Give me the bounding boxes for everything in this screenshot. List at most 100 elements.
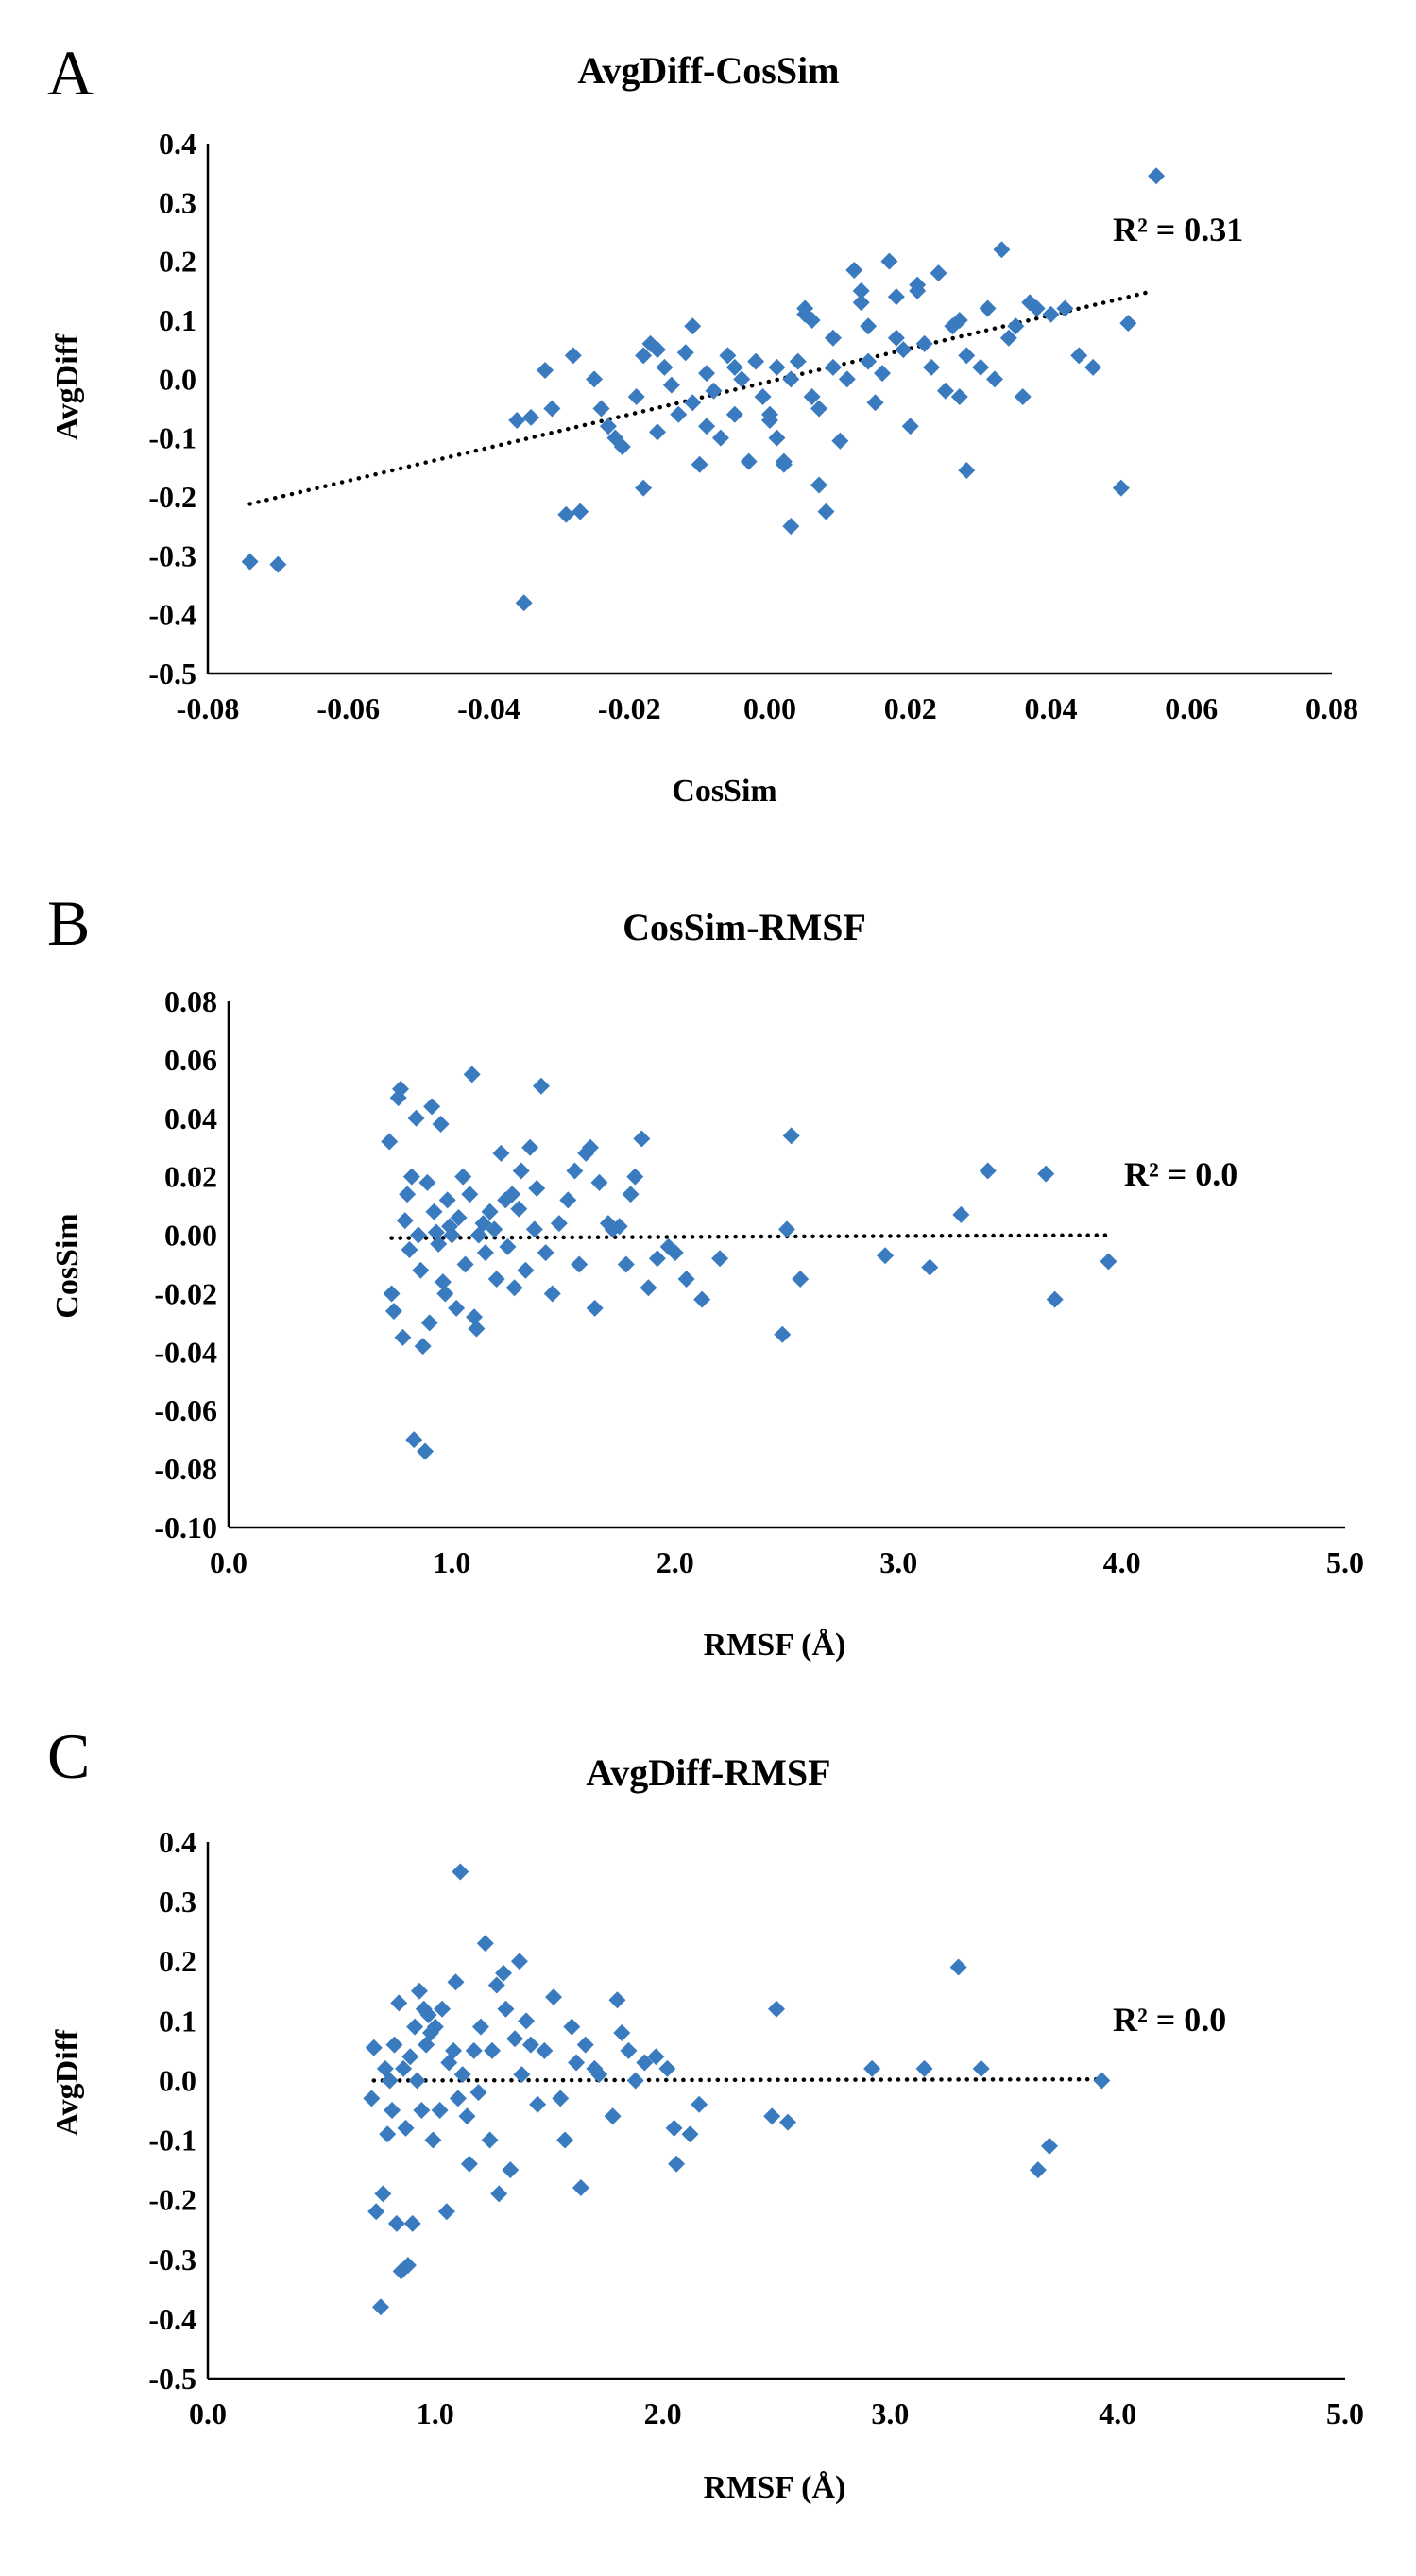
- data-points-c: [363, 1863, 1111, 2316]
- trendline-a: [247, 289, 1152, 506]
- data-point: [521, 1138, 539, 1156]
- data-point: [936, 382, 954, 400]
- data-point: [484, 2041, 501, 2059]
- data-point: [487, 1270, 505, 1288]
- data-point: [486, 1220, 503, 1238]
- data-point: [381, 1133, 399, 1151]
- y-tick-label: -0.06: [154, 1393, 217, 1427]
- data-point: [543, 400, 561, 418]
- data-point: [662, 376, 680, 394]
- y-tick-label: -0.04: [154, 1335, 217, 1369]
- data-point: [640, 1279, 657, 1297]
- data-point: [993, 241, 1011, 259]
- x-tick-label: 4.0: [1103, 1545, 1141, 1579]
- data-point: [454, 1168, 472, 1186]
- data-point: [590, 1173, 608, 1191]
- x-axis-label-b: RMSF (Å): [704, 1628, 846, 1663]
- data-point: [677, 1270, 695, 1288]
- panel-label-c: C: [47, 1720, 90, 1792]
- data-point: [414, 1338, 432, 1356]
- r2-label-b: R² = 0.0: [1124, 1155, 1237, 1193]
- chart-title-b: CosSim-RMSF: [623, 906, 866, 948]
- y-tick-label: 0.0: [159, 2063, 196, 2097]
- data-point: [782, 518, 800, 536]
- x-tick-label: 1.0: [417, 2397, 454, 2431]
- data-point: [711, 429, 729, 447]
- data-point: [390, 1994, 408, 2012]
- data-point: [463, 1066, 481, 1083]
- data-point: [979, 299, 997, 317]
- data-point: [586, 1299, 604, 1317]
- data-point: [419, 2006, 437, 2024]
- data-point: [581, 1138, 599, 1156]
- data-point: [1040, 2137, 1058, 2155]
- data-point: [761, 411, 778, 429]
- data-point: [396, 1212, 414, 1230]
- data-point: [778, 1220, 795, 1238]
- data-point: [418, 1173, 436, 1191]
- data-point: [559, 1191, 577, 1209]
- data-point: [803, 388, 821, 406]
- y-tick-label: 0.3: [159, 1885, 196, 1919]
- data-point: [681, 2125, 699, 2143]
- data-point: [1007, 317, 1025, 335]
- data-point: [427, 1223, 445, 1241]
- data-point: [887, 288, 905, 306]
- data-point: [747, 352, 765, 370]
- data-point: [617, 1255, 635, 1273]
- x-tick-label: 5.0: [1326, 2397, 1364, 2431]
- panel-c: C AvgDiff-RMSF RMSF (Å) AvgDiff R² = 0.0…: [47, 1720, 1364, 2505]
- data-point: [487, 1976, 505, 1994]
- y-tick-label: 0.2: [159, 1944, 196, 1978]
- y-tick-label: 0.00: [164, 1219, 217, 1253]
- data-point: [1046, 1290, 1064, 1308]
- chart-title-a: AvgDiff-CosSim: [577, 49, 839, 92]
- data-point: [668, 2155, 686, 2173]
- x-tick-label: 0.08: [1305, 691, 1358, 725]
- data-point: [1037, 1165, 1055, 1183]
- data-point: [1112, 479, 1130, 497]
- data-point: [863, 2059, 881, 2077]
- x-tick-label: 0.0: [189, 2397, 227, 2431]
- data-point: [420, 1314, 438, 1332]
- data-point: [406, 2018, 424, 2036]
- y-tick-label: -0.3: [148, 2243, 196, 2277]
- x-tick-label: 4.0: [1099, 2397, 1136, 2431]
- y-tick-label: -0.5: [148, 657, 196, 691]
- data-point: [626, 1168, 644, 1186]
- data-point: [563, 2018, 581, 2036]
- data-point: [845, 262, 863, 280]
- data-point: [725, 358, 743, 376]
- y-tick-label: 0.2: [159, 245, 196, 279]
- data-point: [979, 1162, 997, 1180]
- x-tick-label: -0.06: [316, 691, 380, 725]
- data-point: [490, 2185, 508, 2203]
- x-tick-label: 5.0: [1326, 1545, 1364, 1579]
- data-point: [367, 2203, 385, 2221]
- data-point: [408, 2072, 426, 2090]
- data-point: [915, 334, 933, 352]
- y-tick-label: 0.4: [159, 127, 196, 161]
- data-point: [972, 358, 990, 376]
- data-point: [636, 2054, 654, 2072]
- y-tick-label: -0.4: [148, 2302, 196, 2336]
- data-point: [665, 2119, 683, 2137]
- x-axis-label-a: CosSim: [672, 774, 776, 809]
- y-tick-label: -0.2: [148, 480, 196, 514]
- data-point: [1042, 305, 1060, 323]
- data-point: [363, 2090, 381, 2107]
- data-point: [895, 341, 913, 359]
- data-point: [635, 347, 653, 365]
- data-point: [434, 1273, 452, 1291]
- data-point: [950, 312, 968, 329]
- data-points-b: [381, 1066, 1117, 1460]
- data-point: [394, 1328, 412, 1346]
- data-point: [711, 1250, 729, 1268]
- data-point: [949, 1958, 967, 1976]
- data-point: [423, 1098, 441, 1116]
- data-point: [424, 2131, 442, 2149]
- trendline-b: [389, 1233, 1114, 1240]
- y-tick-label: -0.1: [148, 2124, 196, 2158]
- y-tick-label: 0.0: [159, 362, 196, 396]
- y-tick-label: 0.4: [159, 1825, 196, 1859]
